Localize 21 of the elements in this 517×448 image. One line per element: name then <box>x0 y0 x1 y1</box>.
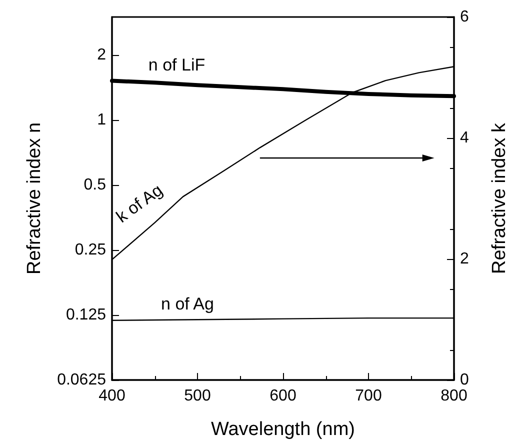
x-tick-label: 600 <box>270 388 296 404</box>
y-tick-label: 0.0625 <box>57 372 106 388</box>
x-axis-title: Wavelength (nm) <box>211 419 355 440</box>
y-tick-label: 0.125 <box>66 306 106 324</box>
x-tick-label: 700 <box>355 388 382 404</box>
x-tick-label: 400 <box>98 388 126 404</box>
series-label: n of LiF <box>148 56 206 75</box>
y-tick-label: 0.25 <box>74 242 106 259</box>
series-label: n of Ag <box>161 294 214 314</box>
y2-tick-label: 0 <box>460 372 469 388</box>
y-tick-label: 2 <box>97 46 106 64</box>
y-tick-label: 0.5 <box>84 176 106 194</box>
y2-tick-label: 2 <box>460 250 469 268</box>
y-tick-label: 1 <box>97 112 106 129</box>
text: k of Ag <box>112 180 166 226</box>
x-tick-label: 500 <box>184 388 211 404</box>
y2-tick-label: 4 <box>460 130 469 146</box>
y-axis-title: Refractive index n <box>24 122 45 275</box>
x-tick-label: 800 <box>440 388 468 404</box>
y2-axis-title: Refractive index k <box>489 122 510 274</box>
y2-tick-label: 6 <box>460 8 469 26</box>
